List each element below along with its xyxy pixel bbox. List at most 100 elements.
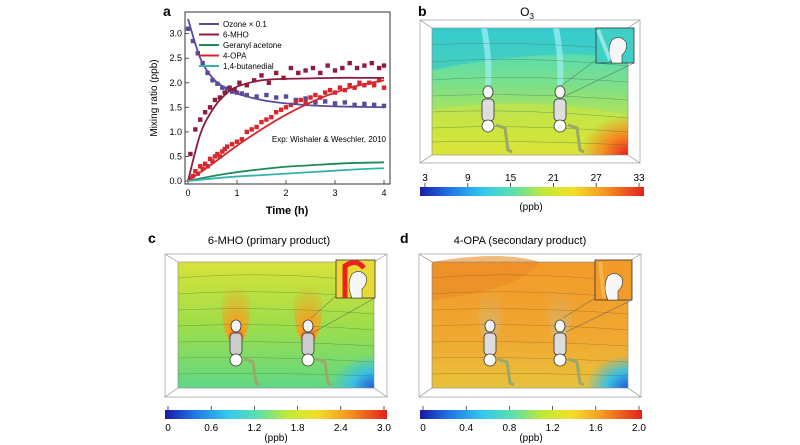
data-point bbox=[254, 124, 259, 130]
colorbar-ticks-c: 0 0.6 1.2 1.8 2.4 3.0 bbox=[165, 406, 391, 434]
legend-label: Geranyl acetone bbox=[223, 41, 282, 50]
panel-c: c 6-MHO (primary product) bbox=[148, 230, 391, 444]
x-tick-label: 1 bbox=[234, 188, 239, 198]
series-line bbox=[187, 79, 385, 182]
data-point bbox=[325, 63, 330, 68]
panel-d-letter: d bbox=[400, 230, 409, 246]
panel-b-letter: b bbox=[418, 3, 427, 19]
colorbar-tick-label: 9 bbox=[465, 173, 471, 184]
data-point bbox=[354, 65, 360, 71]
colorbar-tick-label: 0 bbox=[165, 423, 171, 434]
data-point bbox=[220, 149, 225, 154]
data-point bbox=[207, 156, 213, 162]
data-point bbox=[215, 81, 220, 86]
data-point bbox=[244, 129, 249, 135]
colorbar-tick-label: 3 bbox=[422, 173, 428, 184]
data-point bbox=[222, 90, 227, 95]
data-point bbox=[381, 85, 387, 90]
data-point bbox=[274, 110, 279, 115]
colorbar-ticks-d: 0 0.4 0.8 1.2 1.6 2.0 bbox=[420, 406, 646, 434]
colorbar-tick-label: 2.0 bbox=[632, 423, 646, 434]
data-point bbox=[185, 26, 191, 31]
colorbar-tick-label: 1.8 bbox=[291, 423, 305, 434]
series-line bbox=[187, 18, 385, 109]
colorbar bbox=[420, 187, 644, 196]
colorbar-tick-label: 27 bbox=[591, 173, 603, 184]
data-point bbox=[288, 102, 294, 108]
data-point bbox=[212, 154, 218, 159]
data-point bbox=[293, 100, 298, 105]
panel-a-letter: a bbox=[163, 3, 171, 19]
colorbar-c bbox=[165, 410, 387, 419]
data-point bbox=[188, 151, 193, 157]
data-point bbox=[283, 105, 289, 110]
data-point bbox=[313, 92, 318, 98]
data-point bbox=[274, 95, 279, 100]
data-point bbox=[229, 141, 235, 147]
data-point bbox=[225, 144, 230, 149]
colorbar-tick-label: 33 bbox=[633, 173, 645, 184]
x-tick-label: 0 bbox=[185, 188, 190, 198]
manikin-left-c bbox=[229, 319, 261, 387]
data-point bbox=[362, 83, 367, 88]
x-axis-ticks: 0 1 2 3 4 bbox=[185, 180, 387, 198]
data-point bbox=[283, 94, 289, 99]
data-point bbox=[372, 83, 377, 88]
series-line bbox=[187, 161, 385, 182]
data-point bbox=[362, 101, 367, 107]
colorbar-tick-label: 1.2 bbox=[546, 423, 560, 434]
data-point bbox=[310, 65, 316, 71]
x-tick-label: 3 bbox=[332, 188, 337, 198]
panel-b: b O3 bbox=[418, 3, 645, 213]
data-point bbox=[264, 117, 269, 122]
data-point bbox=[323, 90, 328, 95]
data-point bbox=[215, 151, 220, 157]
data-point bbox=[332, 101, 338, 106]
colorbar-tick-label: 1.6 bbox=[589, 423, 603, 434]
data-point bbox=[210, 159, 215, 164]
data-point bbox=[251, 78, 257, 83]
scatter-markers bbox=[185, 26, 387, 181]
x-axis-label: Time (h) bbox=[266, 205, 309, 217]
data-point bbox=[308, 95, 313, 100]
data-point bbox=[347, 60, 352, 66]
data-point bbox=[266, 80, 272, 85]
data-point bbox=[190, 173, 196, 179]
room-box-outline-c bbox=[164, 253, 388, 398]
data-point bbox=[327, 87, 333, 93]
data-point bbox=[357, 80, 362, 85]
data-point bbox=[281, 75, 286, 81]
colorbar-tick-label: 2.4 bbox=[334, 423, 348, 434]
panel-c-letter: c bbox=[148, 230, 156, 246]
opa-contour-field bbox=[431, 256, 629, 388]
zoom-inset-c bbox=[310, 259, 376, 333]
colorbar-tick-label: 15 bbox=[505, 173, 517, 184]
y-axis-label: Mixing ratio (ppb) bbox=[149, 59, 160, 136]
data-point bbox=[200, 166, 205, 171]
data-point bbox=[212, 97, 218, 103]
series-line bbox=[187, 167, 385, 182]
legend-label: 1,4-butanedial bbox=[223, 62, 274, 71]
manikin-right bbox=[553, 85, 585, 154]
y-tick-label: 2.0 bbox=[169, 78, 182, 88]
experiment-annotation: Exp: Wishaler & Weschler, 2010 bbox=[272, 135, 387, 144]
data-point bbox=[303, 96, 308, 101]
data-point bbox=[202, 161, 208, 167]
data-point bbox=[323, 99, 328, 104]
colorbar-tick-label: 0.8 bbox=[502, 423, 516, 434]
panel-d: d 4-OPA (secondary product) bbox=[400, 230, 646, 444]
panel-d-title: 4-OPA (secondary product) bbox=[454, 235, 586, 247]
colorbar-tick-label: 0.6 bbox=[204, 423, 218, 434]
panel-a: a 0.0 0.5 1.0 1.5 2.0 2.5 3.0 0 1 2 3 4 Mixing rat… bbox=[149, 3, 391, 217]
data-point bbox=[227, 85, 232, 90]
data-point bbox=[239, 137, 245, 142]
colorbar-tick-label: 1.2 bbox=[247, 423, 261, 434]
colorbar-d bbox=[420, 410, 642, 419]
data-point bbox=[352, 85, 357, 90]
data-point bbox=[298, 97, 303, 103]
model-lines bbox=[187, 18, 385, 182]
data-point bbox=[202, 110, 208, 115]
data-point bbox=[220, 85, 225, 90]
colorbar-tick-label: 21 bbox=[548, 173, 560, 184]
